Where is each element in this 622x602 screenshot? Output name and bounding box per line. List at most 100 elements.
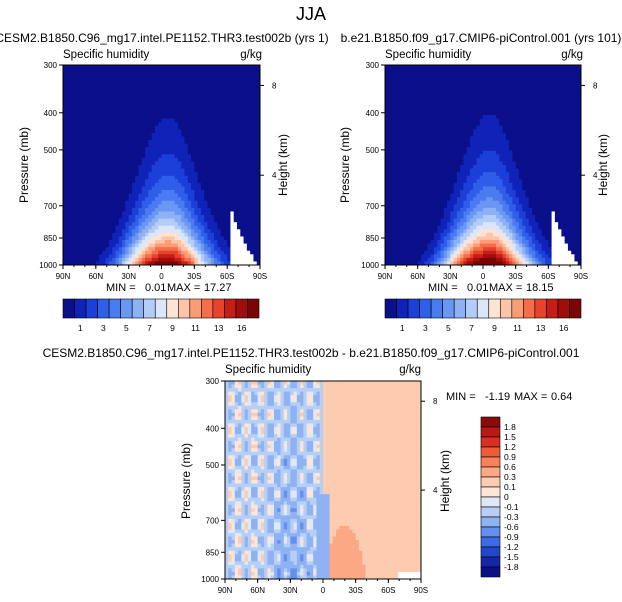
contour-cell bbox=[128, 218, 133, 223]
contour-cell bbox=[115, 140, 120, 145]
contour-cell bbox=[141, 211, 146, 216]
contour-cell bbox=[401, 172, 406, 177]
contour-cell bbox=[181, 236, 185, 241]
contour-cell bbox=[469, 232, 474, 237]
contour-cell bbox=[430, 122, 435, 127]
contour-cell bbox=[108, 82, 113, 87]
contour-cell bbox=[197, 211, 202, 216]
contour-cell bbox=[398, 215, 402, 220]
contour-cell bbox=[466, 140, 471, 145]
contour-cell bbox=[148, 222, 153, 227]
contour-cell bbox=[174, 79, 179, 84]
contour-cell bbox=[207, 93, 212, 98]
contour-cell bbox=[145, 243, 149, 248]
contour-cell bbox=[227, 193, 231, 198]
contour-cell bbox=[115, 118, 120, 123]
contour-cell bbox=[191, 229, 195, 234]
contour-cell bbox=[181, 175, 185, 180]
contour-cell bbox=[424, 182, 428, 187]
contour-cell bbox=[227, 254, 231, 259]
contour-cell bbox=[138, 207, 143, 212]
contour-cell bbox=[184, 161, 189, 166]
contour-cell bbox=[220, 147, 225, 152]
contour-cell bbox=[453, 93, 458, 98]
contour-cell bbox=[404, 261, 409, 266]
contour-cell bbox=[420, 143, 425, 148]
contour-cell bbox=[463, 257, 468, 262]
contour-cell bbox=[223, 129, 228, 134]
contour-cell bbox=[187, 125, 192, 130]
contour-cell bbox=[233, 254, 238, 259]
contour-cell bbox=[456, 179, 461, 184]
contour-cell bbox=[128, 207, 133, 212]
contour-cell bbox=[92, 229, 97, 234]
contour-cell bbox=[187, 165, 192, 170]
contour-cell bbox=[214, 193, 218, 198]
contour-cell bbox=[460, 82, 464, 87]
contour-cell bbox=[158, 165, 162, 170]
contour-cell bbox=[253, 65, 258, 70]
contour-cell bbox=[466, 86, 471, 91]
contour-cell bbox=[473, 93, 477, 98]
contour-cell bbox=[95, 97, 100, 102]
contour-cell bbox=[207, 86, 212, 91]
contour-cell bbox=[174, 72, 179, 77]
contour-cell bbox=[191, 136, 195, 141]
contour-cell bbox=[427, 243, 432, 248]
contour-cell bbox=[76, 257, 80, 262]
contour-cell bbox=[447, 90, 451, 95]
contour-cell bbox=[407, 150, 412, 155]
contour-cell bbox=[125, 257, 130, 262]
contour-cell bbox=[85, 132, 90, 137]
contour-cell bbox=[414, 215, 419, 220]
contour-cell bbox=[237, 193, 241, 198]
contour-cell bbox=[460, 190, 464, 195]
contour-cell bbox=[102, 240, 107, 245]
contour-cell bbox=[89, 136, 94, 141]
contour-cell bbox=[191, 143, 195, 148]
contour-cell bbox=[220, 250, 225, 255]
contour-cell bbox=[217, 190, 222, 195]
contour-cell bbox=[141, 250, 146, 255]
contour-cell bbox=[453, 72, 458, 77]
contour-cell bbox=[76, 82, 80, 87]
contour-cell bbox=[394, 179, 399, 184]
contour-cell bbox=[417, 65, 422, 70]
contour-cell bbox=[469, 111, 474, 116]
contour-cell bbox=[174, 207, 179, 212]
contour-cell bbox=[469, 82, 474, 87]
contour-cell bbox=[131, 190, 136, 195]
contour-cell bbox=[404, 90, 409, 95]
contour-cell bbox=[237, 197, 241, 202]
contour-cell bbox=[385, 254, 389, 259]
contour-cell bbox=[453, 122, 458, 127]
contour-cell bbox=[92, 115, 97, 120]
contour-cell bbox=[456, 115, 461, 120]
contour-cell bbox=[115, 72, 120, 77]
contour-cell bbox=[128, 204, 133, 209]
contour-cell bbox=[404, 215, 409, 220]
contour-cell bbox=[108, 97, 113, 102]
contour-cell bbox=[168, 257, 172, 262]
contour-cell bbox=[200, 222, 205, 227]
contour-cell bbox=[79, 165, 84, 170]
colorbar-swatch bbox=[247, 298, 260, 319]
contour-cell bbox=[89, 125, 94, 130]
contour-cell bbox=[128, 175, 133, 180]
contour-cell bbox=[427, 65, 432, 70]
contour-cell bbox=[72, 93, 77, 98]
contour-cell bbox=[187, 157, 192, 162]
colorbar-swatch bbox=[177, 298, 191, 319]
contour-cell bbox=[63, 240, 67, 245]
contour-cell bbox=[181, 150, 185, 155]
contour-cell bbox=[181, 186, 185, 191]
contour-cell bbox=[407, 247, 412, 252]
contour-cell bbox=[240, 143, 245, 148]
contour-cell bbox=[394, 250, 399, 255]
contour-cell bbox=[466, 125, 471, 130]
contour-cell bbox=[145, 257, 149, 262]
contour-cell bbox=[174, 222, 179, 227]
contour-cell bbox=[414, 79, 419, 84]
contour-cell bbox=[240, 182, 245, 187]
contour-cell bbox=[233, 200, 238, 205]
